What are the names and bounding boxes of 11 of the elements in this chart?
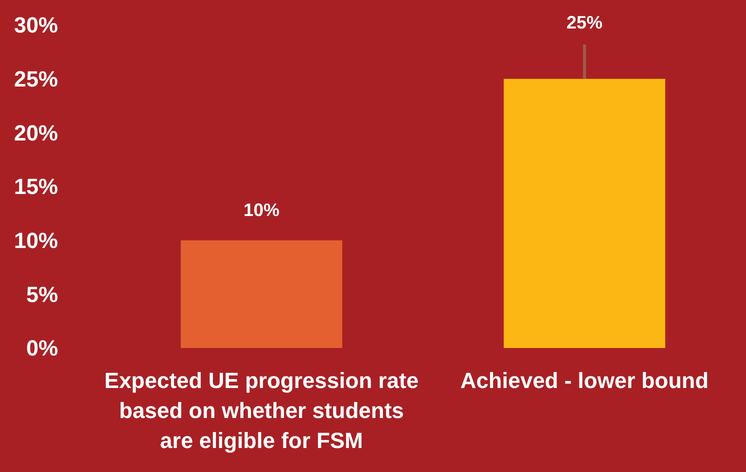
y-tick-label: 0% — [26, 336, 58, 361]
x-tick-label: Achieved - lower bound — [460, 368, 709, 393]
y-tick-label: 25% — [14, 66, 58, 92]
y-tick-label: 5% — [26, 282, 58, 307]
y-tick-label: 15% — [14, 174, 58, 200]
y-tick-label: 30% — [14, 12, 58, 38]
x-tick-label: Expected UE progression rate based on whether students are eligible for FSM — [104, 368, 419, 453]
y-tick-label: 10% — [14, 228, 58, 254]
y-tick-label: 20% — [14, 120, 58, 146]
data-label: 25% — [566, 12, 603, 33]
data-label: 10% — [243, 200, 280, 220]
